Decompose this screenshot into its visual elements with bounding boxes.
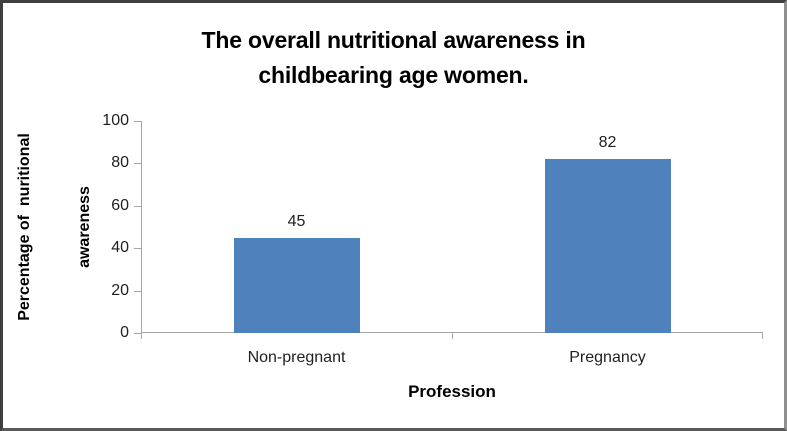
y-tick-label: 80 [111,154,129,172]
y-tick-mark [134,290,141,292]
y-tick-label: 20 [111,281,129,299]
x-tick-mark [762,333,763,339]
x-tick-mark [452,333,453,339]
y-tick-mark [134,205,141,207]
x-tick-mark [141,333,142,339]
chart-title: The overall nutritional awareness in chi… [3,23,784,93]
x-axis-title: Profession [408,382,496,401]
y-tick-label: 60 [111,196,129,214]
bar-non-pregnant [233,237,360,333]
chart-title-line-1: The overall nutritional awareness in [201,27,586,53]
bar-value-label: 45 [287,212,306,230]
y-tick-mark [134,163,141,165]
category-label: Non-pregnant [247,349,346,366]
bar-pregnancy [544,159,671,333]
y-tick-label: 40 [111,239,129,257]
y-tick-label: 100 [102,112,129,129]
y-tick-mark [134,248,141,250]
bar-value-label: 82 [598,134,617,152]
y-tick-label: 0 [120,324,129,341]
y-tick-mark [134,333,141,334]
y-tick-mark [134,121,141,122]
chart-title-line-2: childbearing age women. [258,62,529,88]
category-label: Pregnancy [569,349,646,366]
